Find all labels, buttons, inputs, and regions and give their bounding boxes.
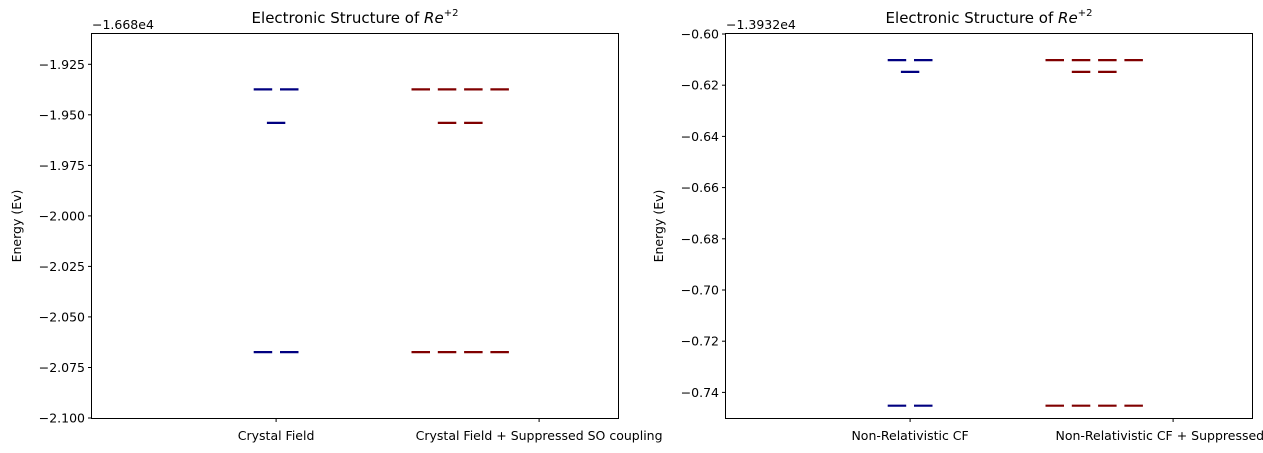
x-tick-label: Non-Relativistic CF	[851, 428, 968, 443]
x-tick-label: Crystal Field + Suppressed SO coupling	[416, 428, 663, 443]
y-ticks: −0.60 −0.62 −0.64 −0.66 −0.68 −0.70 −0.72 −0.74	[681, 27, 726, 400]
y-tick-label: −2.025	[39, 259, 85, 274]
y-tick-label: −2.075	[39, 360, 85, 375]
y-tick-label: −0.60	[681, 27, 719, 42]
y-tick-label: −0.70	[681, 283, 719, 298]
plot-frame	[91, 33, 619, 419]
y-tick-label: −0.64	[681, 129, 719, 144]
y-axis-label: Energy (Ev)	[651, 190, 666, 263]
chart-non-relativistic: Electronic Structure of Re+2 −1.3932e4 E…	[651, 8, 1263, 443]
y-tick-label: −2.100	[39, 411, 85, 426]
x-ticks: Non-Relativistic CF Non-Relativistic CF +…	[851, 418, 1263, 443]
y-offset-label: −1.668e4	[92, 17, 154, 32]
y-tick-label: −1.975	[39, 158, 85, 173]
energy-levels	[887, 58, 1143, 407]
y-offset-label: −1.3932e4	[726, 17, 796, 32]
energy-levels	[253, 88, 509, 354]
y-tick-label: −0.72	[681, 334, 719, 349]
y-tick-label: −0.62	[681, 78, 719, 93]
x-ticks: Crystal Field Crystal Field + Suppressed …	[238, 418, 663, 443]
x-tick-label: Crystal Field	[238, 428, 315, 443]
x-tick-label: Non-Relativistic CF + Suppressed S-O	[1055, 428, 1263, 443]
y-tick-label: −0.66	[681, 180, 719, 195]
y-ticks: −1.925 −1.950 −1.975 −2.000 −2.025 −2.050 −2.0…	[39, 57, 92, 426]
chart-crystal-field: Electronic Structure of Re+2 −1.668e4 En…	[9, 8, 663, 443]
y-tick-label: −0.74	[681, 385, 719, 400]
y-tick-label: −0.68	[681, 231, 719, 246]
y-tick-label: −2.050	[39, 309, 85, 324]
chart-title: Electronic Structure of Re+2	[886, 8, 1093, 27]
y-tick-label: −1.925	[39, 57, 85, 72]
y-tick-label: −1.950	[39, 107, 85, 122]
plot-frame	[725, 33, 1253, 419]
y-tick-label: −2.000	[39, 208, 85, 223]
y-axis-label: Energy (Ev)	[9, 190, 24, 263]
chart-title: Electronic Structure of Re+2	[252, 8, 459, 27]
